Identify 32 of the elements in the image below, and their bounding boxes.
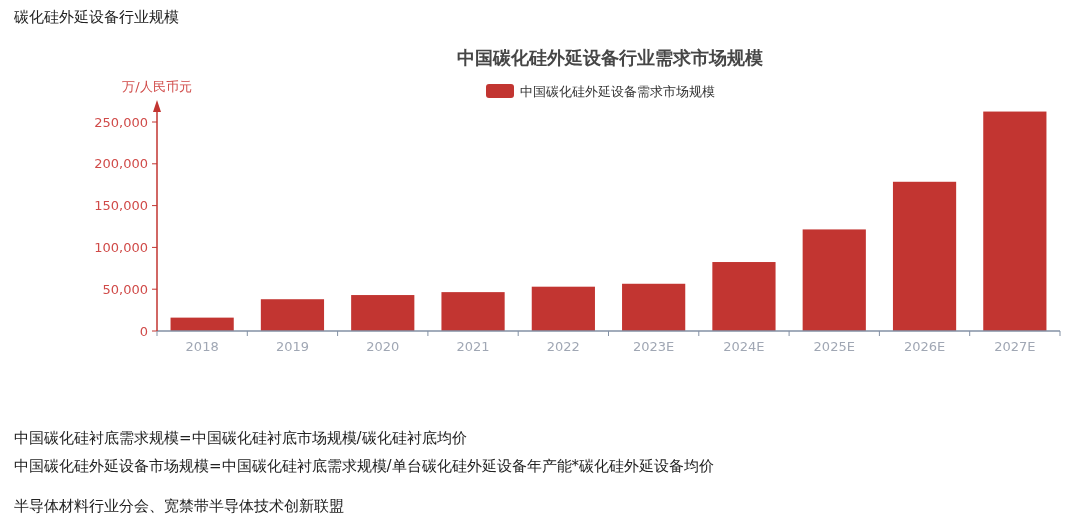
bar (260, 299, 325, 331)
bar (531, 286, 595, 331)
bar (441, 292, 505, 331)
chart-title: 中国碳化硅外延设备行业需求市场规模 (457, 47, 763, 68)
x-tick-label: 2023E (632, 339, 675, 354)
y-tick-label: 200,000 (94, 156, 148, 172)
bar (351, 295, 415, 331)
bar (892, 181, 957, 331)
y-axis-title: 万/人民币元 (122, 79, 192, 94)
y-tick-label: 0 (139, 323, 148, 339)
text: 半导体材料行业分会、宽禁带半导体技术创新联盟 (14, 497, 344, 515)
y-tick-label: 150,000 (94, 198, 148, 214)
x-tick-label: 2021 (456, 339, 490, 354)
y-tick-label: 50,000 (102, 281, 148, 297)
bar (983, 111, 1047, 331)
x-tick-label: 2019 (275, 339, 309, 354)
x-tick-label: 2027E (994, 339, 1036, 354)
bar (712, 262, 776, 331)
x-tick-label: 2018 (185, 339, 219, 354)
text: 中国碳化硅衬底需求规模=中国碳化硅衬底市场规模/碳化硅衬底均价 (14, 429, 467, 447)
x-tick-label: 2020 (366, 339, 400, 354)
x-tick-label: 2022 (546, 339, 580, 354)
legend-label: 中国碳化硅外延设备需求市场规模 (520, 83, 715, 99)
x-tick-label: 2026E (903, 339, 946, 354)
text: 中国碳化硅外延设备市场规模=中国碳化硅衬底需求规模/单台碳化硅外延设备年产能*碳化硅外延设备均价 (14, 457, 715, 475)
y-tick-label: 100,000 (94, 239, 148, 255)
bar (802, 229, 866, 331)
x-tick-label: 2025E (813, 339, 855, 354)
y-tick-label: 250,000 (94, 114, 148, 130)
bar (622, 283, 686, 331)
text: 碳化硅外延设备行业规模 (13, 8, 179, 26)
x-tick-label: 2024E (723, 339, 765, 354)
